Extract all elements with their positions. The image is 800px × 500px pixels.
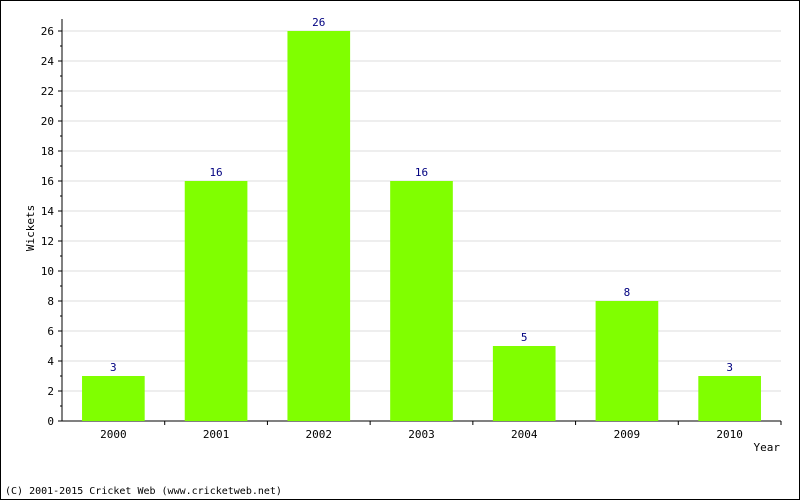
x-tick-label: 2003 <box>408 428 435 441</box>
x-tick-label: 2000 <box>100 428 127 441</box>
y-tick-label: 10 <box>41 265 54 278</box>
bar-value-label: 3 <box>110 361 117 374</box>
y-tick-label: 14 <box>41 205 55 218</box>
bar-2003 <box>390 181 453 421</box>
bar-2010 <box>698 376 761 421</box>
bar-2000 <box>82 376 145 421</box>
bar-value-label: 5 <box>521 331 528 344</box>
y-axis-label: Wickets <box>24 205 37 251</box>
y-tick-label: 4 <box>47 355 54 368</box>
y-tick-label: 0 <box>47 415 54 428</box>
y-tick-label: 8 <box>47 295 54 308</box>
bar-value-label: 26 <box>312 16 325 29</box>
y-tick-label: 12 <box>41 235 54 248</box>
x-tick-label: 2002 <box>306 428 333 441</box>
x-axis-label: Year <box>754 441 781 454</box>
y-tick-label: 24 <box>41 55 55 68</box>
bar-value-label: 16 <box>415 166 428 179</box>
x-tick-label: 2009 <box>614 428 641 441</box>
bar-2009 <box>595 301 659 421</box>
y-tick-label: 6 <box>47 325 54 338</box>
bar-value-label: 3 <box>726 361 733 374</box>
y-tick-label: 18 <box>41 145 54 158</box>
bar-2002 <box>287 31 351 421</box>
x-tick-label: 2001 <box>203 428 230 441</box>
bar-value-label: 8 <box>624 286 631 299</box>
bar-2004 <box>492 346 556 421</box>
copyright-footer: (C) 2001-2015 Cricket Web (www.cricketwe… <box>5 486 282 497</box>
x-tick-label: 2004 <box>511 428 538 441</box>
data-labels: 3 16 26 16 5 8 3 <box>110 16 733 374</box>
bars <box>82 31 761 421</box>
x-tick-label: 2010 <box>716 428 743 441</box>
y-tick-label: 22 <box>41 85 54 98</box>
axes <box>58 19 782 425</box>
bar-value-label: 16 <box>209 166 222 179</box>
y-tick-label: 16 <box>41 175 54 188</box>
y-tick-label: 20 <box>41 115 54 128</box>
y-tick-label: 26 <box>41 25 54 38</box>
y-tick-label: 2 <box>47 385 54 398</box>
bar-2001 <box>184 181 248 421</box>
